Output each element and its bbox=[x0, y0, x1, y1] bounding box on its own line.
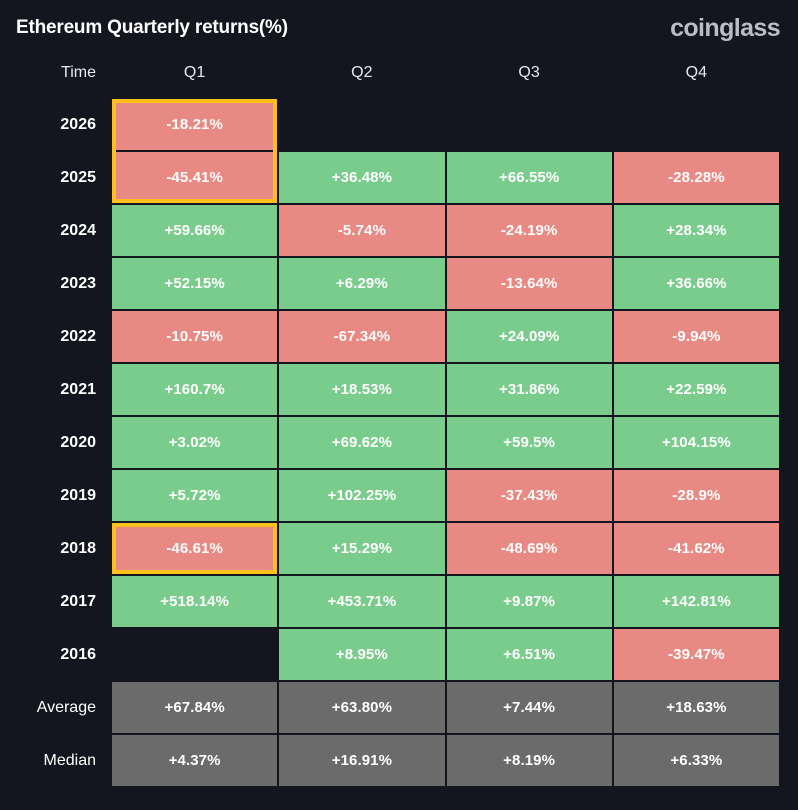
page-title: Ethereum Quarterly returns(%) bbox=[16, 17, 288, 38]
cell-2016-q1[interactable] bbox=[112, 629, 277, 680]
column-header-q2: Q2 bbox=[351, 64, 373, 81]
row-label-median: Median bbox=[43, 751, 96, 769]
table-row: 2020 +3.02% +69.62% +59.5% +104.15% bbox=[16, 417, 779, 468]
cell-2018-q1[interactable]: -46.61% bbox=[112, 523, 278, 574]
column-header-time: Time bbox=[61, 64, 96, 81]
cell-2023-q1[interactable]: +52.15% bbox=[112, 258, 278, 309]
cell-2018-q4[interactable]: -41.62% bbox=[613, 523, 779, 574]
cell-2026-q2[interactable] bbox=[279, 99, 444, 150]
row-label-2016: 2016 bbox=[60, 645, 96, 663]
table-row: 2024 +59.66% -5.74% -24.19% +28.34% bbox=[16, 205, 779, 256]
row-label-2025: 2025 bbox=[60, 168, 96, 186]
cell-2016-q4[interactable]: -39.47% bbox=[613, 629, 779, 680]
cell-2023-q3[interactable]: -13.64% bbox=[446, 258, 612, 309]
cell-2024-q4[interactable]: +28.34% bbox=[613, 205, 779, 256]
column-header-q4: Q4 bbox=[685, 64, 708, 81]
table-row: 2025 -45.41% +36.48% +66.55% -28.28% bbox=[16, 152, 779, 203]
cell-2016-q2[interactable]: +8.95% bbox=[279, 629, 445, 680]
cell-2020-q3[interactable]: +59.5% bbox=[446, 417, 612, 468]
table-row: Median +4.37% +16.91% +8.19% +6.33% bbox=[16, 735, 779, 786]
row-label-2020: 2020 bbox=[60, 433, 96, 451]
row-label-2026: 2026 bbox=[60, 115, 96, 133]
row-label-2017: 2017 bbox=[60, 592, 96, 610]
table-row: 2016 +8.95% +6.51% -39.47% bbox=[16, 629, 779, 680]
cell-2017-q2[interactable]: +453.71% bbox=[279, 576, 445, 627]
row-label-2019: 2019 bbox=[60, 486, 96, 504]
cell-2021-q1[interactable]: +160.7% bbox=[112, 364, 278, 415]
cell-median-q3[interactable]: +8.19% bbox=[446, 735, 612, 786]
cell-2016-q3[interactable]: +6.51% bbox=[446, 629, 612, 680]
cell-2025-q2[interactable]: +36.48% bbox=[279, 152, 445, 203]
cell-2018-q3[interactable]: -48.69% bbox=[446, 523, 612, 574]
page-header: Ethereum Quarterly returns(%) coinglass bbox=[0, 0, 798, 56]
cell-2019-q3[interactable]: -37.43% bbox=[446, 470, 612, 521]
cell-2026-q3[interactable] bbox=[447, 99, 612, 150]
cell-2024-q3[interactable]: -24.19% bbox=[446, 205, 612, 256]
cell-2018-q2[interactable]: +15.29% bbox=[279, 523, 445, 574]
table-row: 2022 -10.75% -67.34% +24.09% -9.94% bbox=[16, 311, 779, 362]
cell-2026-q4[interactable] bbox=[614, 99, 779, 150]
cell-2022-q4[interactable]: -9.94% bbox=[613, 311, 779, 362]
cell-average-q4[interactable]: +18.63% bbox=[613, 682, 779, 733]
row-label-2024: 2024 bbox=[60, 221, 96, 239]
table-row: 2018 -46.61% +15.29% -48.69% -41.62% bbox=[16, 523, 779, 574]
table-row: 2017 +518.14% +453.71% +9.87% +142.81% bbox=[16, 576, 779, 627]
cell-2020-q1[interactable]: +3.02% bbox=[112, 417, 278, 468]
cell-2020-q2[interactable]: +69.62% bbox=[279, 417, 445, 468]
cell-average-q2[interactable]: +63.80% bbox=[279, 682, 445, 733]
cell-2019-q1[interactable]: +5.72% bbox=[112, 470, 278, 521]
cell-median-q4[interactable]: +6.33% bbox=[613, 735, 779, 786]
cell-2025-q3[interactable]: +66.55% bbox=[446, 152, 612, 203]
cell-2017-q4[interactable]: +142.81% bbox=[613, 576, 779, 627]
table-row: 2023 +52.15% +6.29% -13.64% +36.66% bbox=[16, 258, 779, 309]
table-row: 2021 +160.7% +18.53% +31.86% +22.59% bbox=[16, 364, 779, 415]
cell-2026-q1[interactable]: -18.21% bbox=[112, 99, 278, 150]
cell-2020-q4[interactable]: +104.15% bbox=[613, 417, 779, 468]
cell-2021-q4[interactable]: +22.59% bbox=[613, 364, 779, 415]
cell-median-q2[interactable]: +16.91% bbox=[279, 735, 445, 786]
table-row: 2019 +5.72% +102.25% -37.43% -28.9% bbox=[16, 470, 779, 521]
cell-average-q3[interactable]: +7.44% bbox=[446, 682, 612, 733]
cell-2022-q3[interactable]: +24.09% bbox=[446, 311, 612, 362]
cell-2024-q2[interactable]: -5.74% bbox=[279, 205, 445, 256]
cell-2017-q1[interactable]: +518.14% bbox=[112, 576, 278, 627]
row-label-2018: 2018 bbox=[60, 539, 96, 557]
quarterly-returns-table: Time Q1 Q2 Q3 Q4 2026 -18.21% 2025 -45.41% +36.48… bbox=[0, 56, 798, 786]
table-row: 2026 -18.21% bbox=[16, 99, 779, 150]
table-header-row: Time Q1 Q2 Q3 Q4 bbox=[16, 56, 779, 90]
cell-2025-q4[interactable]: -28.28% bbox=[613, 152, 779, 203]
cell-median-q1[interactable]: +4.37% bbox=[112, 735, 278, 786]
cell-2019-q2[interactable]: +102.25% bbox=[279, 470, 445, 521]
row-label-2022: 2022 bbox=[60, 327, 96, 345]
table-row: Average +67.84% +63.80% +7.44% +18.63% bbox=[16, 682, 779, 733]
cell-average-q1[interactable]: +67.84% bbox=[112, 682, 278, 733]
cell-2024-q1[interactable]: +59.66% bbox=[112, 205, 278, 256]
cell-2021-q2[interactable]: +18.53% bbox=[279, 364, 445, 415]
cell-2025-q1[interactable]: -45.41% bbox=[112, 152, 278, 203]
row-label-average: Average bbox=[36, 698, 96, 716]
row-label-2023: 2023 bbox=[60, 274, 96, 292]
cell-2019-q4[interactable]: -28.9% bbox=[613, 470, 779, 521]
row-label-2021: 2021 bbox=[60, 380, 96, 398]
cell-2021-q3[interactable]: +31.86% bbox=[446, 364, 612, 415]
column-header-q3: Q3 bbox=[518, 64, 540, 81]
coinglass-logo: coinglass bbox=[670, 13, 781, 42]
cell-2022-q1[interactable]: -10.75% bbox=[112, 311, 278, 362]
cell-2017-q3[interactable]: +9.87% bbox=[446, 576, 612, 627]
column-header-q1: Q1 bbox=[183, 64, 206, 81]
cell-2022-q2[interactable]: -67.34% bbox=[279, 311, 445, 362]
cell-2023-q2[interactable]: +6.29% bbox=[279, 258, 445, 309]
cell-2023-q4[interactable]: +36.66% bbox=[613, 258, 779, 309]
